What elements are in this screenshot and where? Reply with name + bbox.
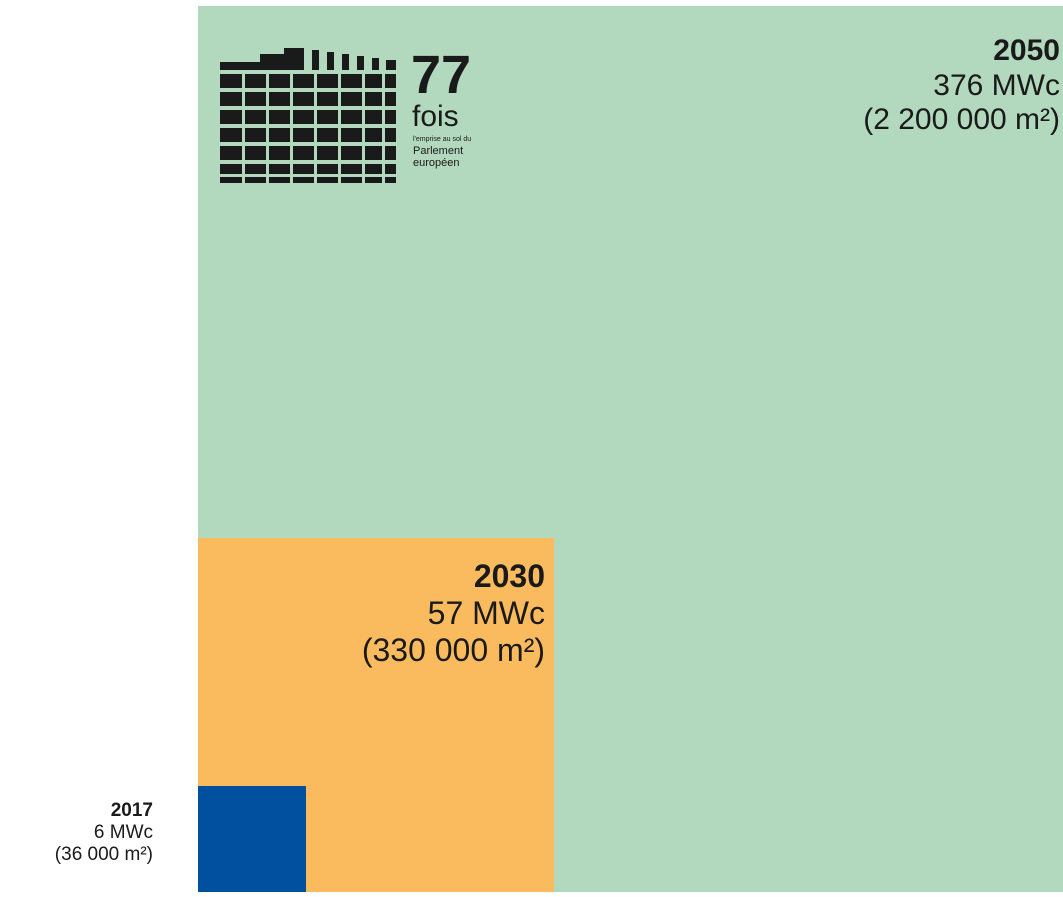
- logo-number: 77: [411, 45, 472, 105]
- logo-caption-1: l'emprise au sol du: [413, 136, 472, 143]
- year-2017: 2017: [110, 800, 153, 821]
- power-2050: 376 MWc: [933, 68, 1060, 102]
- area-2030: (330 000 m²): [361, 631, 545, 668]
- parliament-building-icon: [220, 48, 396, 185]
- square-2017: [198, 786, 306, 892]
- power-2017: 6 MWc: [93, 821, 153, 843]
- label-2050: 2050 376 MWc (2 200 000 m²): [863, 34, 1060, 138]
- year-2030: 2030: [473, 558, 545, 594]
- area-2050: (2 200 000 m²): [863, 103, 1060, 136]
- logo-caption-2: Parlement: [413, 145, 464, 157]
- power-2030: 57 MWc: [427, 594, 545, 631]
- logo: 77 fois l'emprise au sol du Parlement eu…: [218, 40, 478, 185]
- area-2017: (36 000 m²): [54, 843, 153, 865]
- year-2050: 2050: [993, 34, 1060, 67]
- logo-word: fois: [412, 100, 459, 133]
- label-2030: 2030 57 MWc (330 000 m²): [362, 558, 545, 668]
- logo-caption-3: européen: [413, 157, 460, 169]
- label-2017: 2017 6 MWc (36 000 m²): [55, 800, 153, 866]
